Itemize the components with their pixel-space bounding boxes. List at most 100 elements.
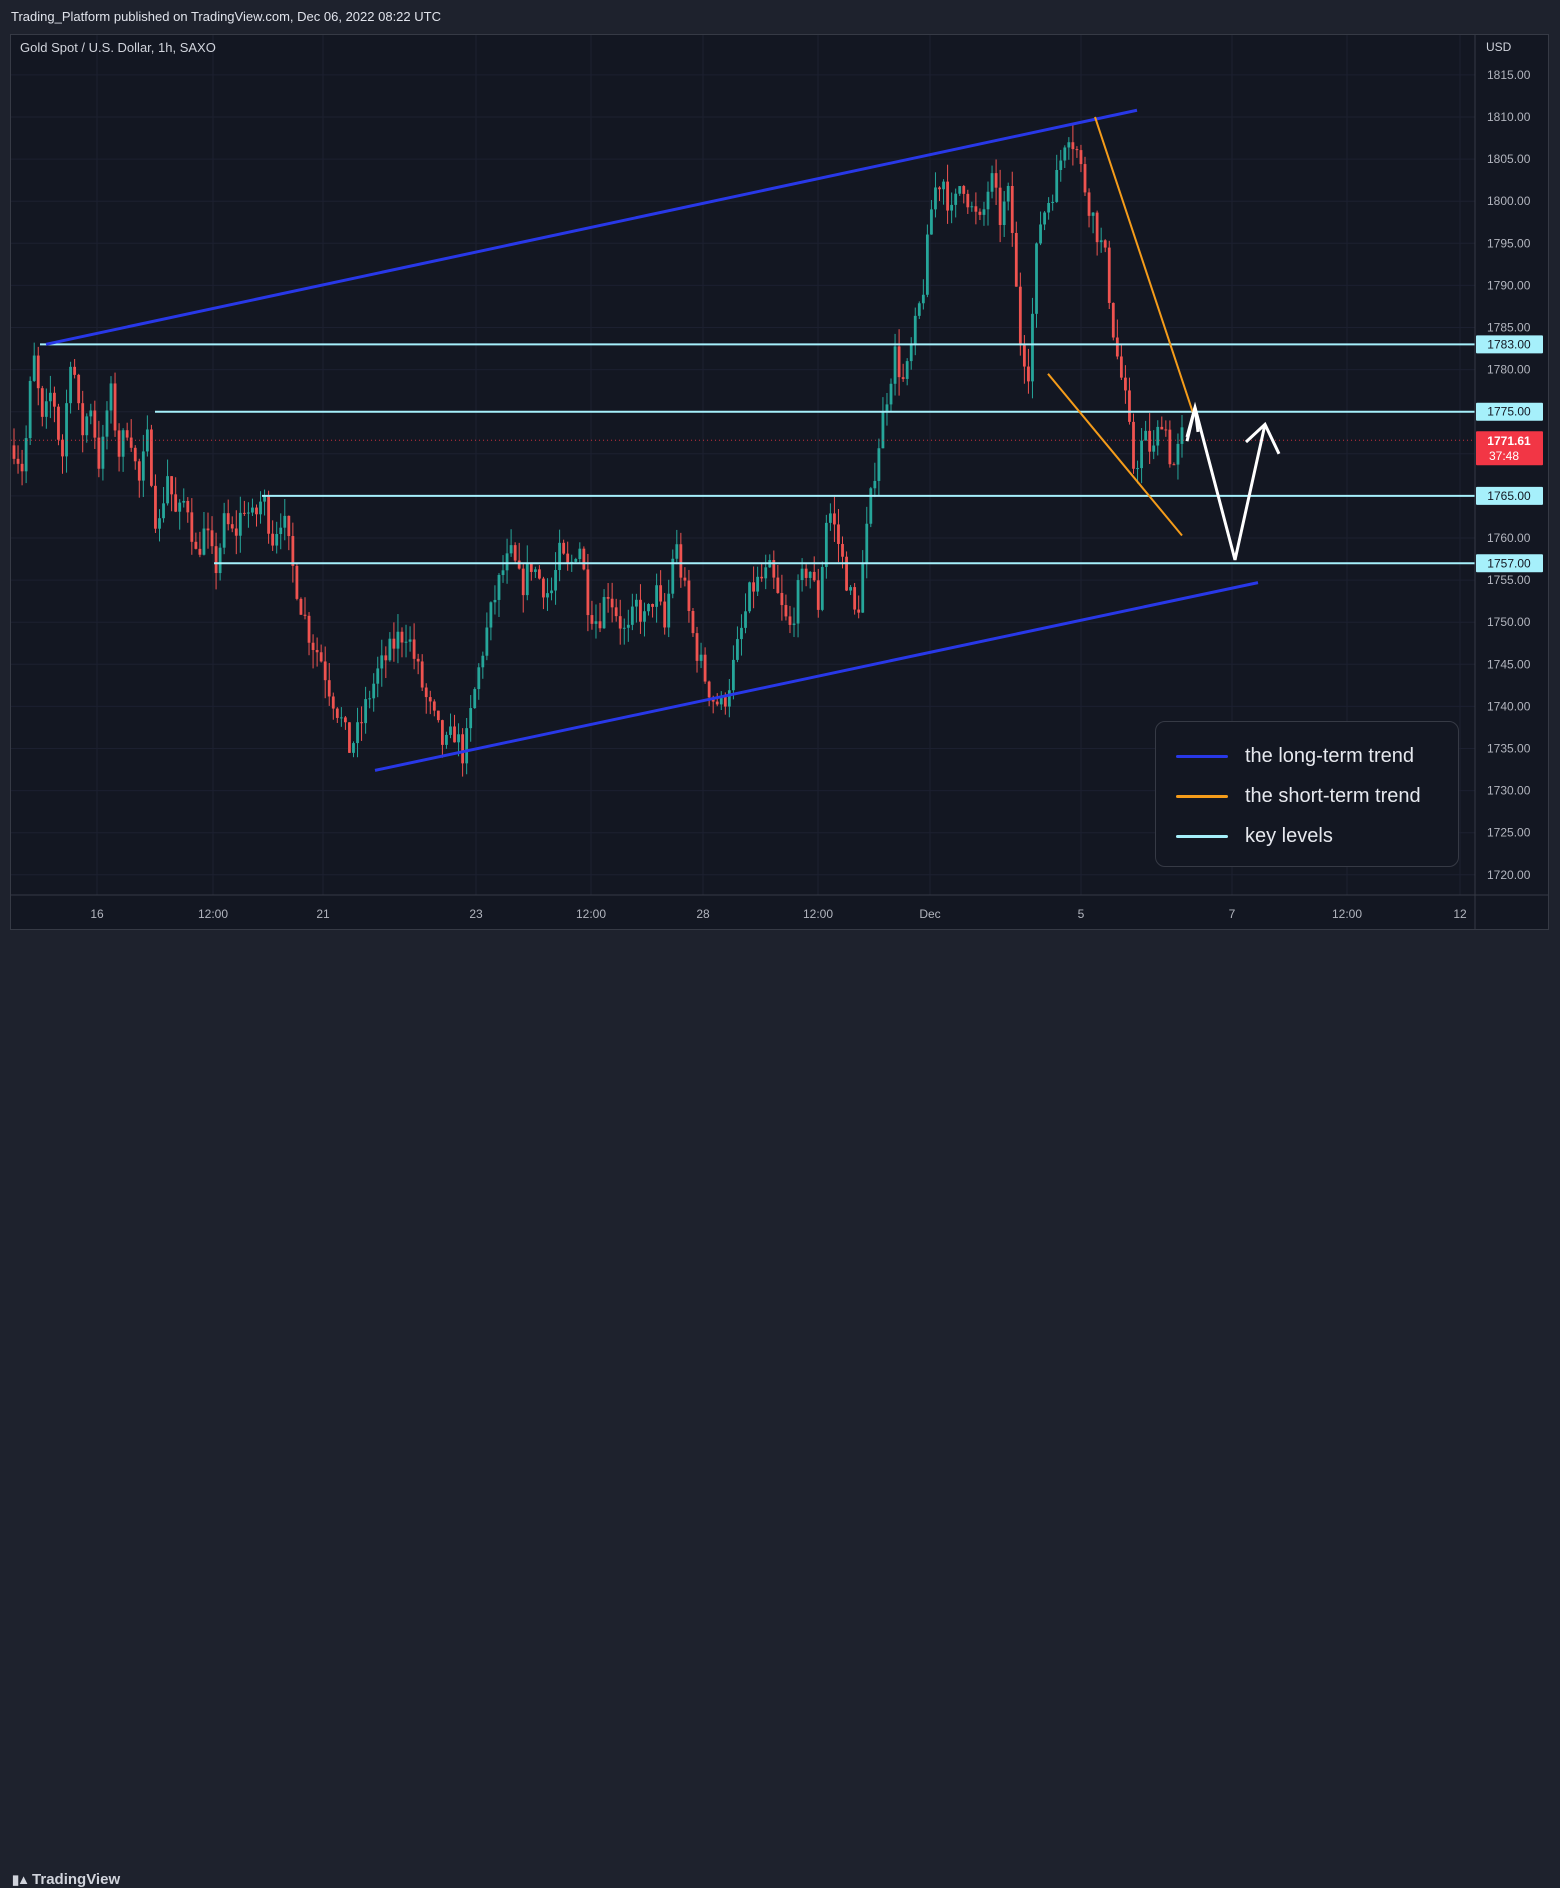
candle-body xyxy=(40,388,44,417)
candle-body xyxy=(861,564,865,613)
candle-body xyxy=(473,689,477,709)
candle-body xyxy=(998,187,1002,225)
candle-body xyxy=(1075,149,1079,151)
candle-body xyxy=(457,734,460,743)
candles xyxy=(12,124,1184,777)
candle-body xyxy=(493,599,497,603)
x-tick-label: 5 xyxy=(1078,907,1085,921)
candle-body xyxy=(748,582,751,612)
candle-body xyxy=(715,701,719,705)
key-level-tag xyxy=(1476,335,1543,354)
candle-body xyxy=(238,512,242,536)
candle-body xyxy=(1055,170,1059,202)
candle-body xyxy=(889,383,893,405)
candle-body xyxy=(73,366,77,375)
candle-body xyxy=(578,548,582,560)
legend-item-key-levels: key levels xyxy=(1176,816,1333,856)
candle-body xyxy=(1103,240,1107,248)
candle-body xyxy=(170,476,174,495)
candle-body xyxy=(655,585,659,607)
price-chart[interactable]: 1720.00 1725.00 1730.00 1735.00 1740.00 1745.… xyxy=(0,0,1560,970)
y-tick-label: 1780.00 xyxy=(1487,363,1531,377)
candle-body xyxy=(396,631,400,649)
forecast-tip xyxy=(1185,407,1200,442)
candle-body xyxy=(12,445,16,459)
candle-body xyxy=(1148,430,1152,452)
candle-body xyxy=(230,524,234,529)
legend-item-short-term: the short-term trend xyxy=(1176,776,1421,816)
candle-body xyxy=(44,401,48,417)
candle-body xyxy=(727,690,731,707)
candle-body xyxy=(820,566,824,610)
tradingview-logo[interactable]: ▮▲ TradingView xyxy=(12,1871,120,1888)
x-tick-label: Dec xyxy=(919,907,940,921)
candle-body xyxy=(384,655,388,661)
price-axis[interactable]: 1720.00 1725.00 1730.00 1735.00 1740.00 1745.… xyxy=(1474,35,1543,929)
candle-body xyxy=(970,206,974,208)
short-trend-upper-line xyxy=(1094,116,1195,417)
candle-body xyxy=(905,361,909,379)
candle-body xyxy=(1083,164,1087,193)
candle-body xyxy=(574,559,578,562)
candle-body xyxy=(194,541,198,549)
y-tick-label: 1755.00 xyxy=(1487,573,1531,587)
y-tick-label: 1810.00 xyxy=(1487,110,1531,124)
candle-body xyxy=(109,383,113,411)
candle-body xyxy=(857,609,861,613)
candle-body xyxy=(441,720,444,745)
candle-body xyxy=(93,410,97,438)
candle-body xyxy=(764,567,768,579)
candle-body xyxy=(1164,429,1168,431)
candle-body xyxy=(1132,421,1135,469)
candle-body xyxy=(1180,427,1184,444)
candle-body xyxy=(877,448,881,481)
candle-body xyxy=(489,602,493,628)
candle-body xyxy=(255,507,258,515)
candle-body xyxy=(137,461,141,481)
candle-body xyxy=(210,530,214,547)
candle-body xyxy=(190,512,194,542)
candle-body xyxy=(408,639,412,642)
candle-body xyxy=(958,186,962,194)
candle-body xyxy=(319,652,323,662)
candle-body xyxy=(1156,426,1160,446)
candle-body xyxy=(247,512,250,514)
x-tick-label: 12:00 xyxy=(1332,907,1362,921)
candle-body xyxy=(311,642,315,650)
candle-body xyxy=(182,500,186,503)
candle-body xyxy=(206,528,210,531)
candle-body xyxy=(845,556,848,591)
legend-swatch-key-levels xyxy=(1176,834,1228,838)
y-tick-label: 1735.00 xyxy=(1487,742,1531,756)
y-tick-label: 1725.00 xyxy=(1487,826,1531,840)
candle-body xyxy=(372,683,376,699)
candle-body xyxy=(166,476,169,504)
candle-body xyxy=(925,234,929,295)
candle-body xyxy=(1010,185,1014,233)
brand-name: TradingView xyxy=(32,1871,121,1888)
candle-body xyxy=(671,558,675,594)
y-tick-label: 1745.00 xyxy=(1487,657,1531,671)
candle-body xyxy=(695,633,699,661)
candle-body xyxy=(1172,464,1176,466)
x-tick-label: 12 xyxy=(1453,907,1467,921)
last-price-label: 1771.61 xyxy=(1487,434,1531,448)
candle-body xyxy=(465,728,469,764)
countdown-label: 37:48 xyxy=(1489,449,1519,463)
candle-body xyxy=(990,173,994,192)
candle-body xyxy=(841,543,844,557)
candle-body xyxy=(614,607,618,617)
candle-body xyxy=(97,437,101,469)
x-tick-label: 12:00 xyxy=(198,907,228,921)
candle-body xyxy=(125,430,129,438)
x-tick-label: 16 xyxy=(90,907,104,921)
candle-body xyxy=(1031,313,1034,382)
key-level-label: 1783.00 xyxy=(1487,337,1531,351)
candle-body xyxy=(873,480,877,489)
candle-body xyxy=(53,392,56,407)
candle-body xyxy=(909,344,913,362)
time-axis[interactable]: 16 12:00 21 23 12:00 28 12:00 Dec 5 7 12:00 12 xyxy=(11,894,1548,921)
candle-body xyxy=(77,374,81,404)
legend-label: the long-term trend xyxy=(1245,744,1414,767)
tradingview-mark-icon: ▮▲ xyxy=(12,1872,30,1887)
